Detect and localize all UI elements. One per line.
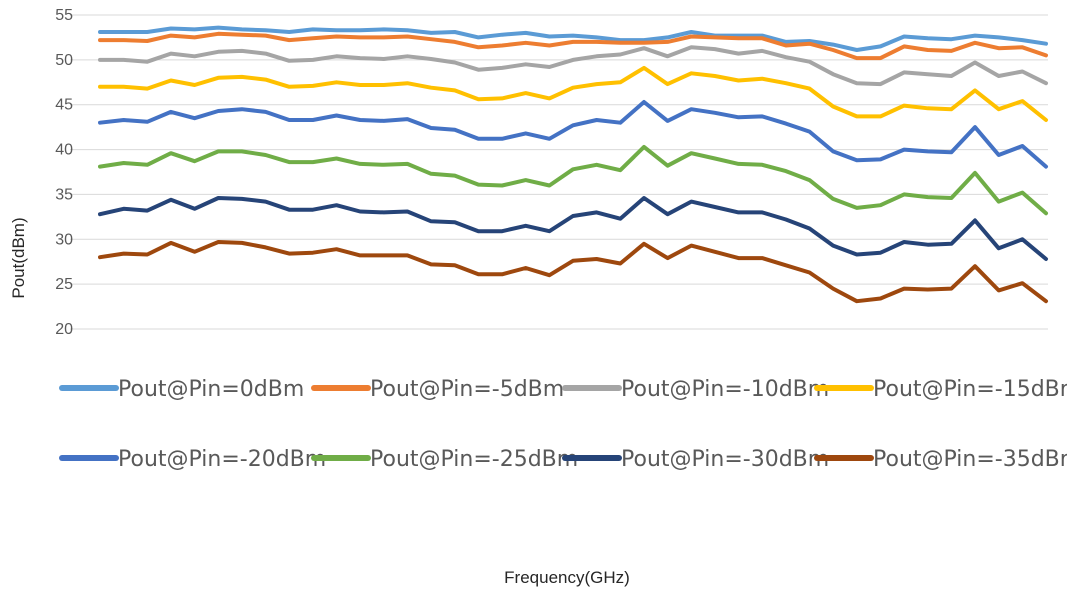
legend: Pout@Pin=0dBm Pout@Pin=-5dBm Pout@Pin=-10d… <box>59 377 1067 472</box>
legend-label: Pout@Pin=-30dBm <box>621 447 829 472</box>
y-tick-label: 30 <box>55 231 73 248</box>
legend-item: Pout@Pin=-35dBm <box>814 447 1067 472</box>
y-axis-ticks: 20 25 30 35 40 45 50 55 <box>55 7 73 338</box>
series-line-7 <box>98 196 1048 261</box>
series-line-2 <box>98 31 1048 61</box>
series-line-3 <box>98 45 1048 87</box>
y-tick-label: 35 <box>55 186 73 203</box>
y-tick-label: 50 <box>55 52 73 69</box>
legend-label: Pout@Pin=-10dBm <box>621 377 829 402</box>
series-line-6 <box>98 144 1048 216</box>
y-tick-label: 55 <box>55 7 73 24</box>
y-tick-label: 20 <box>55 321 73 338</box>
legend-item: Pout@Pin=-25dBm <box>311 447 578 472</box>
series-line-1 <box>98 25 1048 52</box>
legend-label: Pout@Pin=-25dBm <box>370 447 578 472</box>
legend-label: Pout@Pin=0dBm <box>118 377 304 402</box>
x-axis-title: Frequency(GHz) <box>504 568 630 587</box>
y-tick-label: 40 <box>55 142 73 159</box>
legend-item: Pout@Pin=-20dBm <box>59 447 326 472</box>
legend-item: Pout@Pin=-10dBm <box>562 377 829 402</box>
series-line-5 <box>98 100 1048 169</box>
legend-item: Pout@Pin=0dBm <box>59 377 304 402</box>
y-tick-label: 25 <box>55 276 73 293</box>
y-tick-label: 45 <box>55 97 73 114</box>
legend-item: Pout@Pin=-5dBm <box>311 377 564 402</box>
y-axis-title: Pout(dBm) <box>9 217 28 298</box>
legend-label: Pout@Pin=-35dBm <box>873 447 1067 472</box>
legend-item: Pout@Pin=-30dBm <box>562 447 829 472</box>
legend-label: Pout@Pin=-15dBm <box>873 377 1067 402</box>
legend-item: Pout@Pin=-15dBm <box>814 377 1067 402</box>
series-line-8 <box>98 240 1048 304</box>
legend-label: Pout@Pin=-20dBm <box>118 447 326 472</box>
series-lines <box>98 25 1048 304</box>
series-line-4 <box>98 65 1048 122</box>
legend-label: Pout@Pin=-5dBm <box>370 377 564 402</box>
